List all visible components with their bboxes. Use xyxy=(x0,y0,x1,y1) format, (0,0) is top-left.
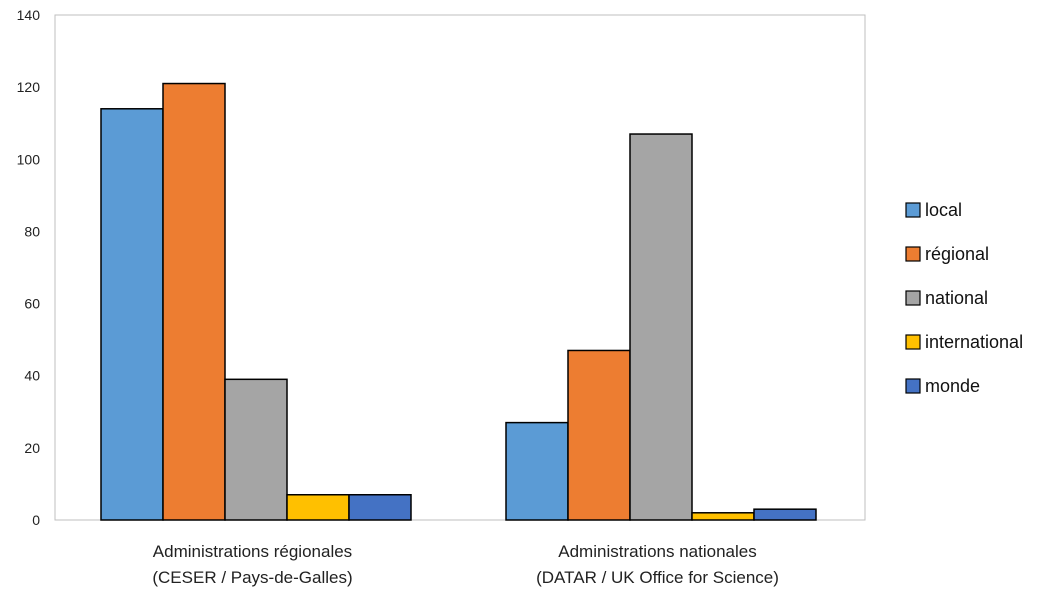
legend-label: local xyxy=(925,200,962,220)
bar-international-1 xyxy=(691,512,755,521)
legend-swatch xyxy=(905,202,921,218)
legend-swatch xyxy=(905,246,921,262)
y-tick-label: 0 xyxy=(32,512,40,528)
category-label: (CESER / Pays-de-Galles) xyxy=(152,568,352,587)
legend-swatch xyxy=(905,378,921,394)
legend-label: régional xyxy=(925,244,989,264)
legend-label: international xyxy=(925,332,1023,352)
y-tick-label: 100 xyxy=(17,151,41,167)
bar-national-0 xyxy=(224,378,288,521)
y-tick-label: 40 xyxy=(24,368,40,384)
legend-swatch xyxy=(905,290,921,306)
bar-rgional-0 xyxy=(162,82,226,521)
legend-swatch xyxy=(905,334,921,350)
bar-monde-0 xyxy=(348,494,412,521)
y-tick-label: 20 xyxy=(24,440,40,456)
category-label: Administrations nationales xyxy=(558,542,756,561)
legend: local régional national international monde xyxy=(905,200,1023,396)
x-axis: Administrations régionales (CESER / Pays-… xyxy=(152,542,779,587)
legend-label: national xyxy=(925,288,988,308)
bar-rgional-1 xyxy=(567,349,631,521)
bars-group xyxy=(100,82,817,521)
y-axis: 0 20 40 60 80 100 120 140 xyxy=(17,7,41,528)
legend-label: monde xyxy=(925,376,980,396)
y-tick-label: 120 xyxy=(17,79,41,95)
y-tick-label: 80 xyxy=(24,223,40,239)
y-tick-label: 140 xyxy=(17,7,41,23)
y-tick-label: 60 xyxy=(24,296,40,312)
bar-national-1 xyxy=(629,133,693,521)
bar-local-1 xyxy=(505,421,569,521)
category-label: (DATAR / UK Office for Science) xyxy=(536,568,779,587)
category-label: Administrations régionales xyxy=(153,542,352,561)
bar-monde-1 xyxy=(753,508,817,521)
bar-local-0 xyxy=(100,108,164,521)
bar-international-0 xyxy=(286,494,350,521)
